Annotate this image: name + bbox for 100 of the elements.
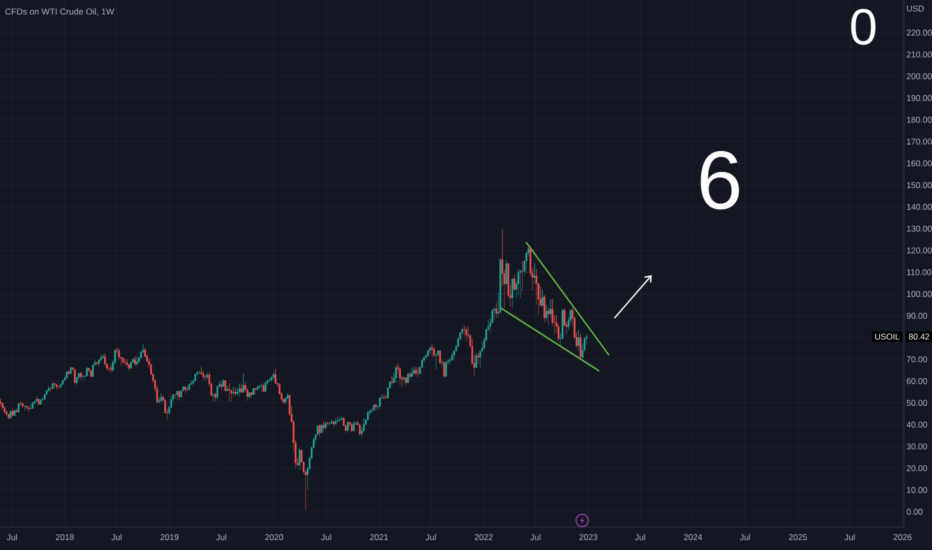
candlestick: [332, 420, 335, 428]
candlestick: [124, 358, 126, 366]
x-tick-label: 2023: [579, 534, 598, 540]
candlestick: [373, 404, 375, 411]
candlestick: [32, 402, 34, 410]
candlestick: [379, 396, 381, 410]
candlestick: [176, 390, 178, 400]
y-tick-label: 150.00: [907, 182, 932, 188]
candlestick: [371, 408, 373, 414]
y-tick-label: 120.00: [907, 247, 932, 254]
candlestick: [130, 361, 132, 369]
candlestick: [34, 400, 36, 405]
candlestick: [238, 384, 240, 397]
candlestick: [252, 388, 254, 396]
candlestick: [493, 306, 496, 321]
candlestick: [214, 392, 216, 402]
candlestick: [202, 370, 204, 380]
x-tick-label: Jul: [111, 534, 122, 540]
candlestick: [262, 383, 264, 392]
candlestick: [439, 350, 441, 364]
x-tick-label: Jul: [426, 534, 436, 540]
candlestick: [2, 402, 4, 410]
candlestick: [222, 378, 224, 388]
candlestick: [14, 410, 16, 416]
candlestick: [340, 416, 343, 420]
candlestick: [550, 299, 552, 318]
candlestick: [520, 270, 522, 298]
x-tick-label: Jul: [844, 534, 855, 540]
candlestick: [334, 418, 337, 426]
candlestick: [134, 356, 136, 366]
candlestick: [324, 422, 327, 430]
candlestick: [80, 372, 82, 381]
candlestick: [298, 448, 300, 470]
candlestick: [403, 376, 405, 384]
candlestick: [56, 384, 58, 390]
candlestick: [322, 420, 325, 432]
candlestick: [68, 370, 70, 376]
candlestick: [228, 384, 230, 402]
candlestick: [405, 377, 407, 387]
y-axis-title: USD: [907, 6, 924, 12]
candlestick: [250, 392, 252, 398]
candlestick: [66, 370, 68, 379]
candlestick: [409, 372, 411, 380]
candlestick: [385, 394, 387, 400]
candlestick: [24, 405, 26, 411]
candlestick: [511, 278, 514, 308]
x-tick-label: Jul: [740, 534, 750, 540]
candlestick: [180, 390, 182, 398]
candlestick: [522, 260, 524, 292]
candlestick: [495, 302, 498, 318]
y-tick-label: 160.00: [907, 160, 932, 166]
candlestick: [178, 390, 180, 400]
candlestick: [260, 384, 262, 392]
candlestick: [198, 370, 200, 375]
candlestick: [534, 263, 536, 284]
candlestick: [212, 394, 214, 402]
candlestick: [477, 352, 480, 365]
candlestick: [232, 386, 234, 396]
candlestick: [110, 364, 112, 374]
annotation: 6: [700, 150, 739, 210]
candlestick: [338, 417, 341, 422]
candlestick: [546, 304, 548, 322]
y-tick-label: 0.00: [906, 508, 922, 515]
y-tick-label: 60.00: [906, 378, 928, 384]
candlestick: [86, 366, 88, 377]
candlestick: [60, 383, 62, 388]
candlestick: [350, 422, 353, 432]
candlestick: [514, 274, 516, 292]
candlestick: [395, 366, 397, 384]
candlestick: [44, 394, 46, 400]
candlestick: [234, 388, 236, 396]
candlestick: [465, 326, 468, 342]
y-tick-label: 130.00: [907, 226, 932, 232]
candlestick: [475, 352, 478, 368]
y-tick-label: 220.00: [906, 30, 932, 36]
candlestick: [184, 386, 186, 394]
candlestick: [22, 402, 24, 408]
candlestick: [36, 396, 38, 402]
candlestick: [236, 387, 238, 396]
candlestick: [445, 360, 447, 378]
candlestick: [320, 424, 323, 434]
candlestick: [413, 366, 415, 375]
y-tick-label: 20.00: [906, 465, 928, 472]
x-tick-label: 2022: [474, 534, 493, 540]
candlestick: [369, 410, 371, 416]
candlestick: [417, 367, 419, 378]
candlestick: [248, 392, 250, 399]
candlestick: [352, 420, 355, 432]
candlestick: [12, 408, 14, 417]
x-tick-label: 2018: [56, 534, 74, 540]
candlestick: [330, 419, 333, 424]
x-tick-label: 2019: [160, 534, 178, 540]
y-tick-label: 110.00: [907, 269, 932, 276]
candlestick: [375, 404, 377, 412]
candlestick: [28, 406, 30, 413]
candlestick: [82, 374, 84, 380]
annotation: USOIL: [875, 334, 900, 340]
candlestick: [433, 347, 435, 358]
candlestick: [270, 376, 272, 381]
candlestick: [104, 352, 106, 366]
